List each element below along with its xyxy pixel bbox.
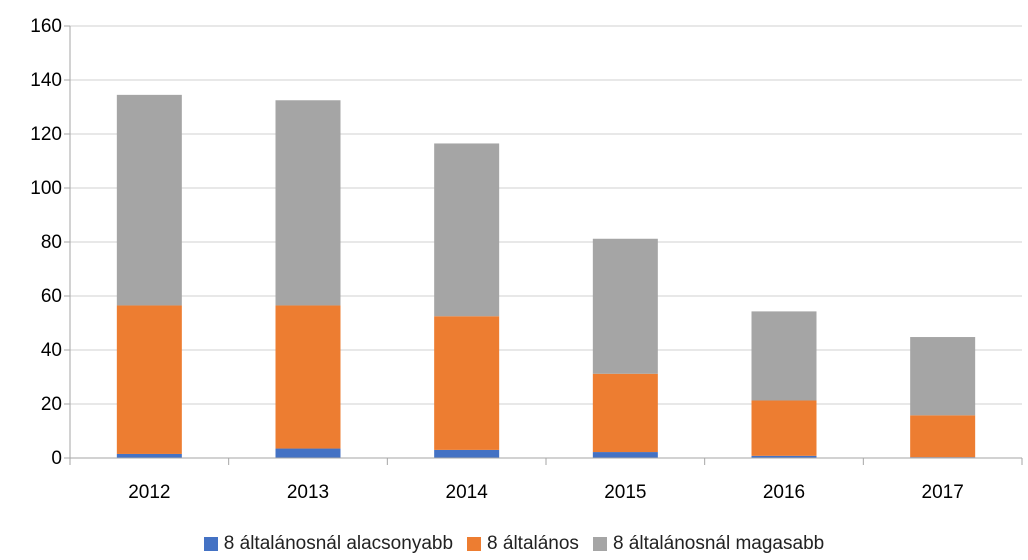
bar-2013-series-1 bbox=[275, 448, 341, 458]
y-tick-label: 80 bbox=[41, 232, 62, 253]
legend-item: 8 általánosnál alacsonyabb bbox=[203, 533, 454, 554]
bar-2014-series-3 bbox=[434, 143, 500, 317]
stacked-bar-chart: 0 20 40 60 80 100 120 140 160 2012 2013 2014 2015 201… bbox=[30, 16, 1023, 503]
legend-swatch bbox=[592, 537, 607, 551]
x-tick-label: 2017 bbox=[922, 482, 964, 503]
legend-label: 8 általánosnál alacsonyabb bbox=[223, 533, 454, 554]
x-tick-label: 2014 bbox=[446, 482, 489, 503]
x-tick-label: 2013 bbox=[287, 482, 329, 503]
x-tick-label: 2015 bbox=[604, 482, 646, 503]
legend-item: 8 általánosnál magasabb bbox=[592, 533, 825, 554]
y-tick-label: 0 bbox=[51, 448, 62, 469]
y-tick-label: 160 bbox=[30, 16, 62, 37]
bar-2013-series-3 bbox=[275, 100, 341, 306]
bar-2015-series-2 bbox=[592, 373, 658, 453]
y-tick-label: 40 bbox=[41, 340, 62, 361]
y-tick-label: 120 bbox=[30, 124, 62, 145]
gridlines bbox=[70, 25, 1022, 405]
bar-2013-series-2 bbox=[275, 305, 341, 449]
bar-2014-series-1 bbox=[434, 449, 500, 458]
x-tick-label: 2012 bbox=[128, 482, 170, 503]
bar-2017-series-2 bbox=[910, 415, 976, 458]
bars bbox=[116, 94, 976, 458]
legend-label: 8 általános bbox=[487, 533, 579, 554]
legend-swatch bbox=[467, 537, 482, 551]
bar-2016-series-3 bbox=[751, 311, 817, 401]
axes bbox=[64, 25, 1023, 465]
x-tick-label: 2016 bbox=[763, 482, 805, 503]
bar-2015-series-3 bbox=[592, 238, 658, 374]
bar-2016-series-2 bbox=[751, 400, 817, 456]
bar-2015-series-1 bbox=[592, 452, 658, 458]
y-tick-label: 60 bbox=[41, 286, 62, 307]
bar-2012-series-2 bbox=[116, 305, 182, 454]
y-tick-label: 140 bbox=[30, 70, 62, 91]
y-tick-label: 20 bbox=[41, 394, 62, 415]
chart-legend: 8 általánosnál alacsonyabb 8 általános 8 á… bbox=[0, 534, 1028, 554]
bar-2016-series-1 bbox=[751, 455, 817, 458]
legend-label: 8 általánosnál magasabb bbox=[612, 533, 825, 554]
y-tick-label: 100 bbox=[30, 178, 62, 199]
legend-swatch bbox=[203, 537, 218, 551]
bar-2014-series-2 bbox=[434, 316, 500, 450]
bar-2012-series-3 bbox=[116, 94, 182, 306]
tick-labels: 0 20 40 60 80 100 120 140 160 2012 2013 2014 2015 201… bbox=[30, 16, 964, 503]
bar-2012-series-1 bbox=[116, 453, 182, 458]
legend-item: 8 általános bbox=[467, 534, 579, 554]
bar-2017-series-3 bbox=[910, 337, 976, 416]
